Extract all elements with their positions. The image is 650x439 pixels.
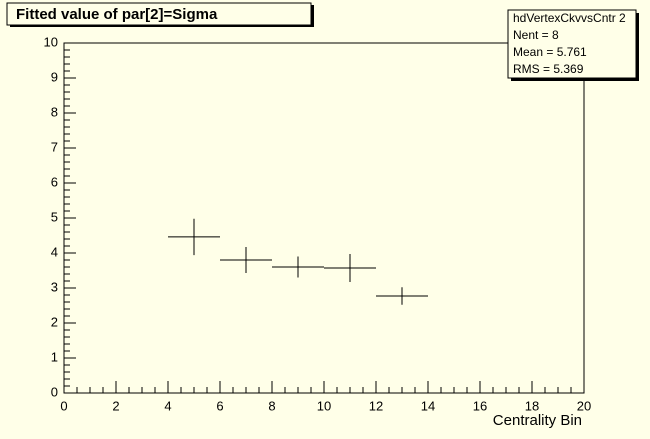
y-tick-label: 7 (51, 139, 58, 154)
x-tick-label: 16 (473, 398, 487, 413)
x-axis-label: Centrality Bin (493, 412, 582, 429)
y-tick-label: 10 (44, 34, 58, 49)
x-tick-label: 0 (60, 398, 67, 413)
stats-box (507, 9, 637, 79)
y-tick-label: 8 (51, 104, 58, 119)
title-box (6, 2, 312, 26)
frame (63, 42, 585, 394)
x-tick-label: 20 (577, 398, 591, 413)
x-tick-label: 10 (317, 398, 331, 413)
chart-title: Fitted value of par[2]=Sigma (16, 6, 218, 23)
y-tick-label: 0 (51, 384, 58, 399)
stats-line: Mean = 5.761 (513, 45, 587, 59)
x-tick-label: 2 (112, 398, 119, 413)
y-tick-label: 3 (51, 279, 58, 294)
stats-line: RMS = 5.369 (513, 62, 584, 76)
stats-name: hdVertexCkvvsCntr 2 (513, 11, 626, 25)
y-tick-label: 4 (51, 244, 58, 259)
stats-line: Nent = 8 (513, 28, 559, 42)
x-tick-label: 18 (525, 398, 539, 413)
y-tick-label: 6 (51, 174, 58, 189)
x-tick-label: 8 (268, 398, 275, 413)
x-tick-label: 6 (216, 398, 223, 413)
x-tick-label: 12 (369, 398, 383, 413)
y-tick-label: 1 (51, 349, 58, 364)
y-tick-label: 5 (51, 209, 58, 224)
y-tick-label: 2 (51, 314, 58, 329)
x-tick-label: 4 (164, 398, 171, 413)
y-tick-label: 9 (51, 69, 58, 84)
x-tick-label: 14 (421, 398, 435, 413)
